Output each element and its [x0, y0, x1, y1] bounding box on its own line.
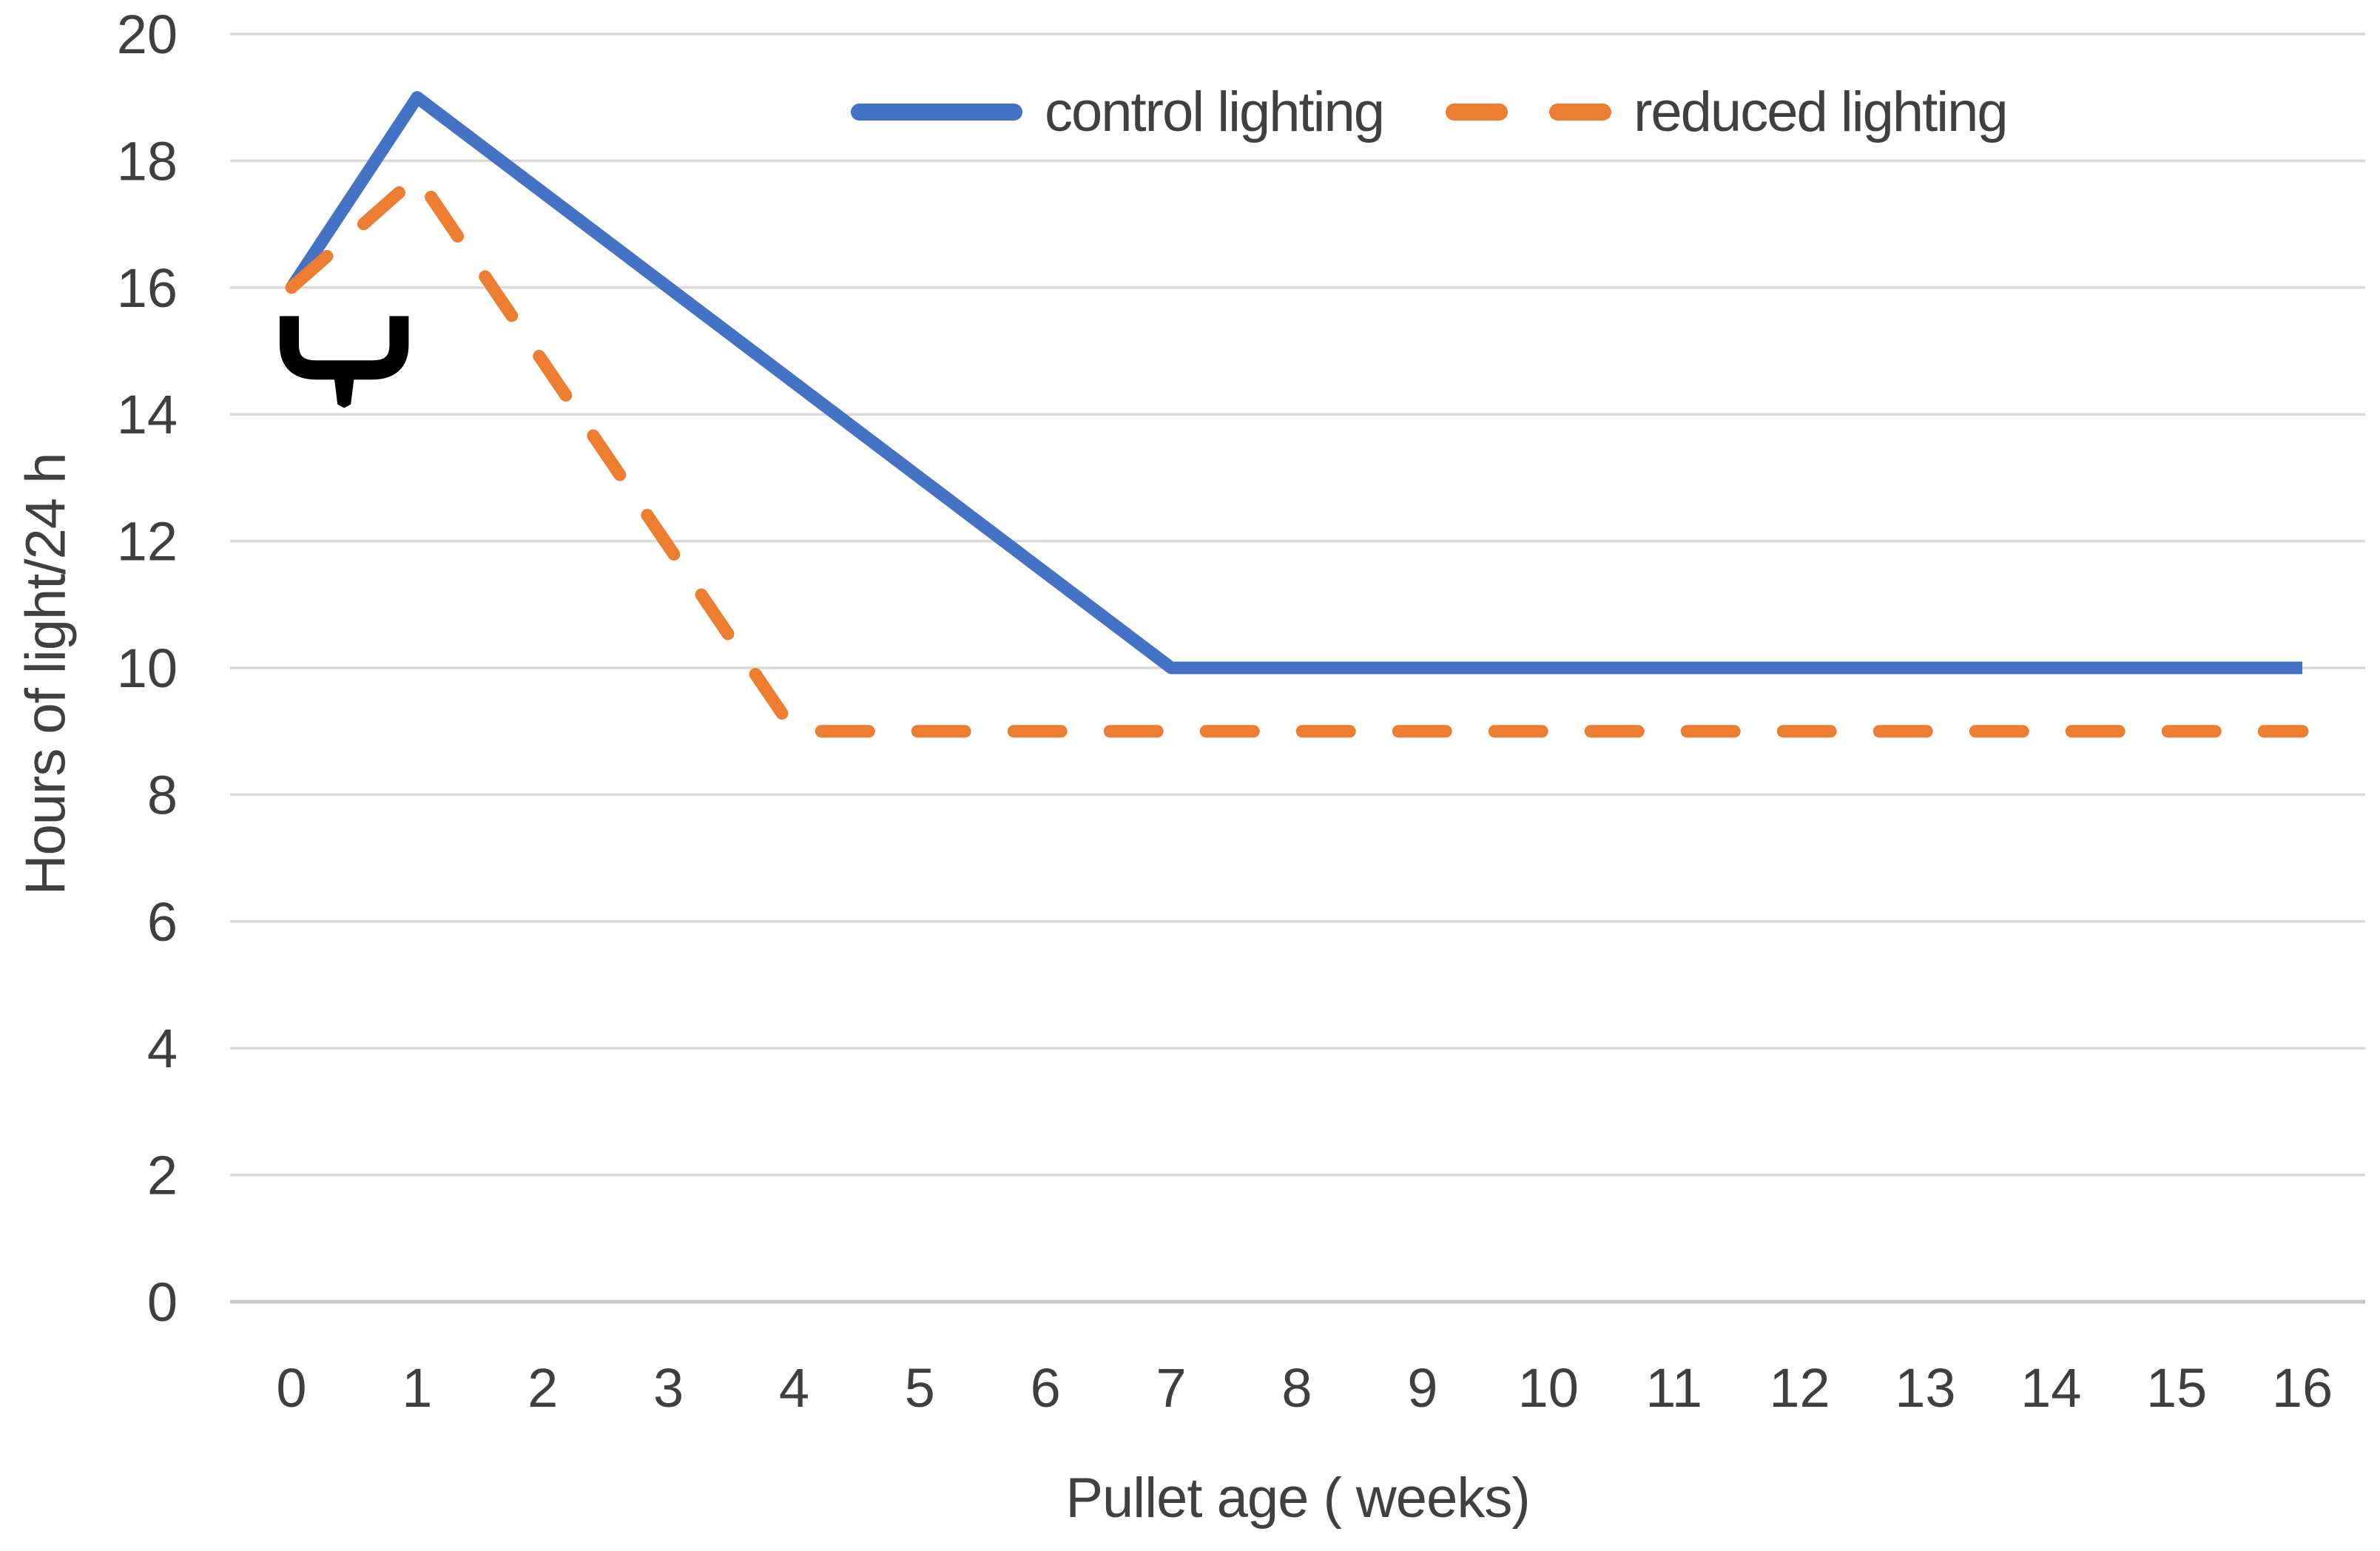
- legend-item-reduced: reduced lighting: [1446, 80, 2009, 144]
- y-tick-label-4: 4: [147, 1018, 178, 1079]
- chart-legend: control lighting reduced lighting: [851, 80, 2009, 144]
- brace-annotation-tail: [332, 362, 357, 408]
- x-tick-label-5: 5: [905, 1357, 935, 1419]
- x-tick-label-9: 9: [1407, 1357, 1437, 1419]
- y-tick-label-20: 20: [117, 4, 178, 65]
- x-tick-label-12: 12: [1769, 1357, 1830, 1419]
- x-tick-label-14: 14: [2020, 1357, 2081, 1419]
- x-tick-label-1: 1: [402, 1357, 432, 1419]
- y-tick-label-18: 18: [117, 130, 178, 192]
- series-line-reduced-lighting: [285, 170, 2309, 738]
- y-tick-label-0: 0: [147, 1271, 178, 1333]
- y-tick-label-8: 8: [147, 764, 178, 825]
- x-tick-label-2: 2: [527, 1357, 558, 1419]
- legend-label-control: control lighting: [1045, 81, 1385, 143]
- legend-dash-1: [1446, 104, 1508, 121]
- y-tick-label-12: 12: [117, 511, 178, 572]
- y-tick-label-14: 14: [117, 384, 178, 445]
- x-tick-label-7: 7: [1156, 1357, 1187, 1419]
- legend-label-reduced: reduced lighting: [1634, 81, 2009, 143]
- x-tick-label-8: 8: [1281, 1357, 1312, 1419]
- x-tick-label-0: 0: [276, 1357, 306, 1419]
- x-tick-label-15: 15: [2146, 1357, 2207, 1419]
- y-tick-label-2: 2: [147, 1145, 178, 1206]
- legend-dash-sample-reduced: [1446, 104, 1612, 121]
- x-axis-title: Pullet age ( weeks): [1065, 1467, 1530, 1530]
- legend-dash-2: [1549, 104, 1612, 121]
- x-tick-label-3: 3: [653, 1357, 684, 1419]
- x-tick-label-16: 16: [2272, 1357, 2333, 1419]
- x-tick-label-10: 10: [1518, 1357, 1579, 1419]
- y-tick-label-6: 6: [147, 891, 178, 953]
- y-tick-label-10: 10: [117, 638, 178, 699]
- legend-item-control: control lighting: [851, 80, 1385, 144]
- legend-line-sample-control: [851, 104, 1022, 121]
- x-tick-label-4: 4: [779, 1357, 809, 1419]
- y-tick-label-16: 16: [117, 257, 178, 319]
- x-tick-label-6: 6: [1031, 1357, 1061, 1419]
- y-axis-title: Hours of light/24 h: [14, 453, 78, 896]
- x-tick-label-13: 13: [1895, 1357, 1955, 1419]
- brace-annotation: [280, 316, 409, 380]
- x-tick-label-11: 11: [1645, 1357, 1702, 1419]
- series-line-control-lighting: [286, 91, 2302, 675]
